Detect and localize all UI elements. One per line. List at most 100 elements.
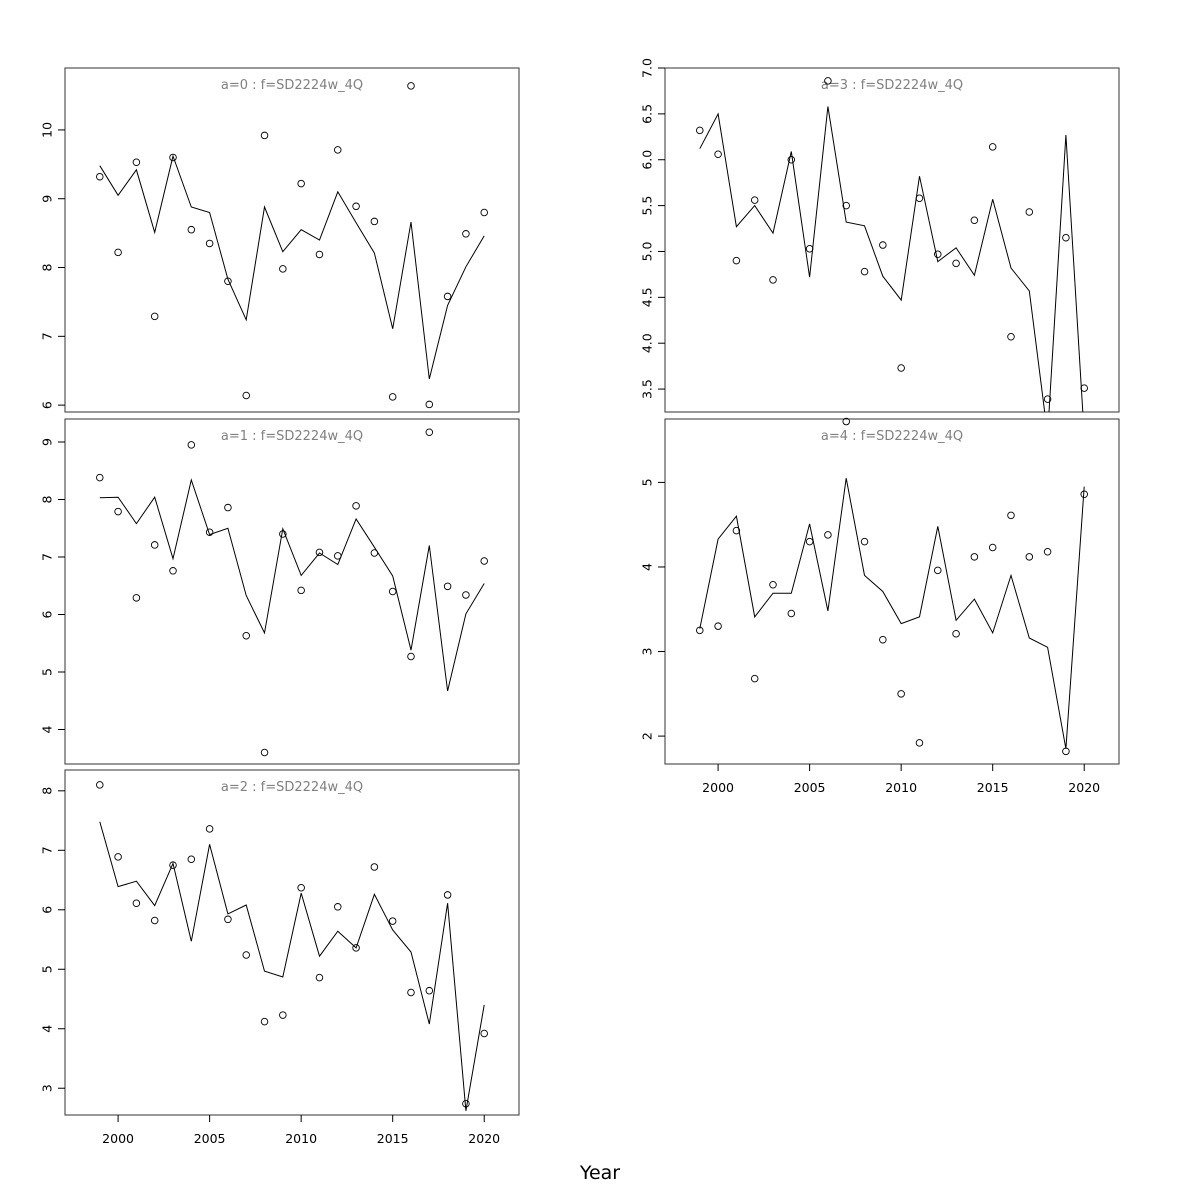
observation-point (334, 552, 342, 560)
panel-title: a=4 : f=SD2224w_4Q (821, 429, 963, 444)
observation-point (205, 825, 214, 833)
observation-point (462, 230, 470, 238)
observation-point (169, 861, 177, 869)
y-tick-label: 7 (40, 846, 55, 854)
observation-point (970, 216, 979, 225)
fitted-line (99, 478, 485, 692)
observation-point (480, 557, 488, 565)
x-tick-label: 2020 (468, 1131, 500, 1146)
observation-point (370, 863, 379, 871)
observation-point (114, 248, 122, 257)
observation-point (952, 630, 960, 638)
y-tick-label: 3 (40, 1084, 55, 1092)
observation-point (334, 146, 342, 154)
y-tick-label: 3 (640, 648, 655, 656)
observation-point (388, 917, 397, 925)
observation-point (425, 428, 434, 436)
fitted-line (99, 154, 485, 380)
observation-point (769, 276, 777, 284)
observation-point (187, 441, 196, 449)
x-tick-label: 2020 (1068, 780, 1100, 795)
y-tick-label: 6.0 (640, 150, 655, 170)
plot-area (99, 154, 485, 380)
observation-point (407, 988, 415, 997)
observation-point (224, 915, 232, 924)
observation-point (879, 241, 887, 249)
observation-point (732, 256, 741, 265)
observation-point (205, 239, 214, 248)
observation-point (279, 1011, 287, 1019)
y-tick-label: 6 (40, 401, 55, 409)
panel-title: a=0 : f=SD2224w_4Q (221, 78, 363, 93)
y-tick-label: 7 (40, 553, 55, 561)
observation-point (187, 225, 196, 234)
observation-point (480, 208, 488, 217)
observation-point (96, 172, 104, 181)
panel-2: a=2 : f=SD2224w_4Q 3 4 5 6 7 8 2000 2005 2010 2015… (40, 769, 520, 1146)
observation-point (388, 393, 397, 401)
observation-point (205, 528, 214, 537)
observation-point (260, 748, 269, 757)
observation-point (370, 549, 379, 557)
plot-frame (64, 418, 520, 765)
observation-point (824, 77, 832, 85)
observation-point (696, 626, 704, 635)
observation-point (714, 622, 722, 630)
observation-point (242, 632, 250, 640)
observation-point (1007, 511, 1015, 520)
panel-3: a=3 : f=SD2224w_4Q 3.5 4.0 4.5 5.0 5.5 6.0 6.5 7… (640, 58, 1120, 413)
observation-point (297, 586, 305, 595)
panel-title: a=3 : f=SD2224w_4Q (821, 78, 963, 93)
observation-point (824, 531, 832, 539)
observation-point (732, 526, 741, 535)
observation-point (934, 566, 942, 575)
observation-point (407, 652, 415, 661)
fitted-line (699, 106, 1084, 412)
observation-point (952, 259, 960, 268)
observation-point (96, 781, 104, 789)
y-tick-label: 9 (40, 195, 55, 203)
observation-point (315, 250, 324, 259)
observation-point (1043, 395, 1052, 403)
observation-point (334, 903, 342, 911)
observation-point (279, 530, 287, 538)
plot-area (99, 478, 485, 692)
observation-point (750, 674, 759, 683)
observation-point (187, 855, 196, 863)
observation-point (242, 391, 250, 400)
observation-point (714, 150, 722, 158)
observation-point (150, 541, 159, 549)
observation-point (315, 973, 324, 982)
x-tick-label: 2005 (794, 780, 826, 795)
observation-point (315, 548, 324, 557)
y-tick-label: 9 (40, 438, 55, 446)
observation-point (224, 277, 232, 286)
observation-point (480, 1029, 488, 1038)
plot-frame (664, 67, 1120, 413)
x-tick-label: 2005 (194, 1131, 226, 1146)
observation-point (787, 155, 796, 164)
observation-point (132, 899, 141, 907)
x-tick-label: 2000 (102, 1131, 134, 1146)
observation-point (462, 1099, 470, 1108)
observation-point (114, 507, 122, 516)
observation-point (1043, 548, 1052, 556)
y-tick-label: 4 (40, 725, 55, 733)
y-tick-label: 6 (40, 610, 55, 618)
observation-point (150, 916, 159, 925)
y-tick-label: 8 (40, 263, 55, 271)
x-tick-label: 2010 (285, 1131, 317, 1146)
observation-point (879, 635, 887, 644)
panel-title: a=2 : f=SD2224w_4Q (221, 780, 363, 795)
observation-point (425, 400, 434, 409)
observation-point (860, 537, 869, 546)
observation-point (988, 543, 997, 552)
observation-point (150, 312, 159, 321)
x-tick-label: 2010 (885, 780, 917, 795)
x-tick-label: 2000 (702, 780, 734, 795)
observation-point (915, 194, 924, 203)
plot-area (99, 821, 485, 1111)
y-tick-label: 7.0 (640, 58, 655, 78)
panel-4: a=4 : f=SD2224w_4Q 2 3 4 5 2000 2005 2010 2015 20… (640, 418, 1120, 795)
observation-point (696, 126, 704, 135)
